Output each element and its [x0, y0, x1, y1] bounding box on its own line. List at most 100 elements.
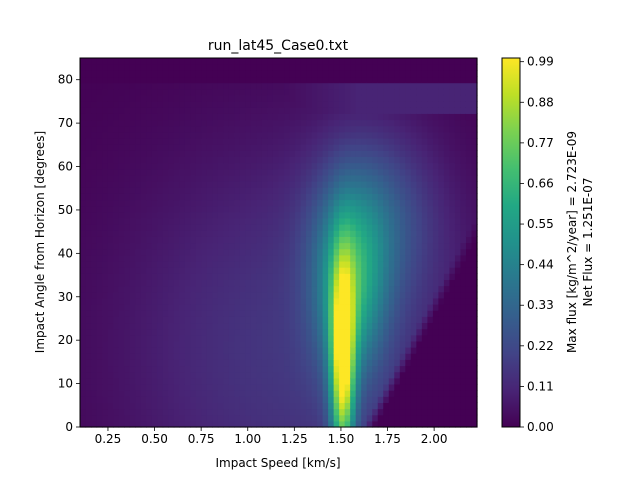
- heatmap-cell: [427, 316, 434, 324]
- heatmap-cell: [217, 310, 224, 317]
- heatmap-cell: [168, 242, 175, 250]
- heatmap-cell: [361, 88, 368, 96]
- heatmap-cell: [366, 371, 373, 379]
- heatmap-cell: [124, 187, 131, 194]
- heatmap-cell: [256, 199, 263, 207]
- heatmap-cell: [190, 322, 197, 330]
- heatmap-cell: [399, 137, 406, 145]
- heatmap-cell: [421, 205, 428, 213]
- heatmap-cell: [256, 150, 263, 157]
- heatmap-cell: [239, 248, 247, 256]
- heatmap-cell: [383, 353, 390, 360]
- heatmap-cell: [206, 248, 213, 256]
- heatmap-cell: [272, 174, 280, 182]
- heatmap-cell: [173, 137, 180, 145]
- heatmap-cell: [85, 291, 92, 299]
- heatmap-cell: [256, 371, 263, 379]
- heatmap-cell: [272, 242, 280, 250]
- heatmap-cell: [421, 168, 428, 176]
- heatmap-cell: [449, 156, 456, 164]
- heatmap-cell: [228, 310, 235, 317]
- heatmap-cell: [102, 230, 109, 237]
- heatmap-cell: [388, 131, 395, 139]
- heatmap-cell: [339, 168, 346, 176]
- heatmap-cell: [333, 377, 340, 385]
- heatmap-cell: [322, 150, 329, 157]
- heatmap-cell: [206, 371, 213, 379]
- heatmap-cell: [96, 267, 103, 274]
- heatmap-cell: [333, 156, 340, 164]
- heatmap-cell: [339, 107, 346, 114]
- heatmap-cell: [80, 76, 87, 84]
- heatmap-cell: [361, 248, 368, 256]
- heatmap-cell: [377, 297, 384, 305]
- heatmap-cell: [195, 137, 202, 145]
- heatmap-cell: [206, 377, 213, 385]
- heatmap-cell: [107, 365, 114, 373]
- heatmap-cell: [311, 310, 318, 317]
- heatmap-cell: [427, 347, 434, 354]
- heatmap-cell: [361, 377, 368, 385]
- heatmap-cell: [217, 107, 224, 114]
- heatmap-cell: [96, 371, 103, 379]
- heatmap-cell: [234, 383, 241, 391]
- heatmap-cell: [195, 383, 202, 391]
- heatmap-cell: [91, 113, 98, 121]
- heatmap-cell: [206, 205, 213, 213]
- heatmap-cell: [162, 334, 169, 342]
- heatmap-cell: [162, 310, 169, 317]
- heatmap-cell: [96, 205, 103, 213]
- heatmap-cell: [272, 82, 280, 90]
- heatmap-cell: [339, 396, 346, 403]
- heatmap-cell: [124, 273, 131, 280]
- heatmap-cell: [179, 248, 186, 256]
- heatmap-cell: [328, 150, 335, 157]
- heatmap-cell: [212, 420, 219, 428]
- heatmap-cell: [471, 125, 478, 133]
- heatmap-cell: [421, 217, 428, 225]
- heatmap-cell: [168, 402, 175, 410]
- heatmap-cell: [339, 205, 346, 213]
- heatmap-cell: [416, 377, 423, 385]
- heatmap-cell: [344, 144, 351, 151]
- heatmap-cell: [173, 383, 180, 391]
- heatmap-cell: [438, 322, 445, 330]
- heatmap-cell: [416, 242, 423, 250]
- heatmap-cell: [405, 353, 412, 360]
- heatmap-cell: [140, 193, 147, 201]
- heatmap-cell: [96, 119, 103, 127]
- heatmap-cell: [383, 224, 390, 231]
- heatmap-cell: [427, 242, 434, 250]
- heatmap-cell: [184, 340, 191, 348]
- heatmap-cell: [118, 76, 125, 84]
- heatmap-cell: [91, 131, 98, 139]
- heatmap-cell: [317, 174, 324, 182]
- heatmap-cell: [146, 224, 153, 231]
- heatmap-cell: [377, 365, 384, 373]
- heatmap-cell: [96, 279, 103, 287]
- heatmap-cell: [96, 88, 103, 96]
- heatmap-cell: [366, 279, 373, 287]
- heatmap-cell: [234, 88, 241, 96]
- heatmap-cell: [118, 242, 125, 250]
- heatmap-cell: [317, 76, 324, 84]
- heatmap-cell: [427, 181, 434, 188]
- heatmap-cell: [168, 334, 175, 342]
- heatmap-cell: [140, 273, 147, 280]
- heatmap-cell: [388, 101, 395, 108]
- heatmap-cell: [449, 113, 456, 121]
- heatmap-cell: [278, 181, 285, 188]
- heatmap-cell: [250, 340, 258, 348]
- heatmap-cell: [361, 82, 368, 90]
- heatmap-cell: [410, 322, 417, 330]
- heatmap-cell: [399, 70, 406, 78]
- heatmap-cell: [372, 193, 379, 201]
- heatmap-cell: [350, 420, 357, 428]
- heatmap-cell: [146, 359, 153, 367]
- heatmap-cell: [306, 199, 313, 207]
- heatmap-cell: [465, 420, 473, 428]
- heatmap-cell: [102, 205, 109, 213]
- heatmap-cell: [344, 304, 351, 311]
- heatmap-cell: [272, 334, 280, 342]
- heatmap-cell: [278, 174, 285, 182]
